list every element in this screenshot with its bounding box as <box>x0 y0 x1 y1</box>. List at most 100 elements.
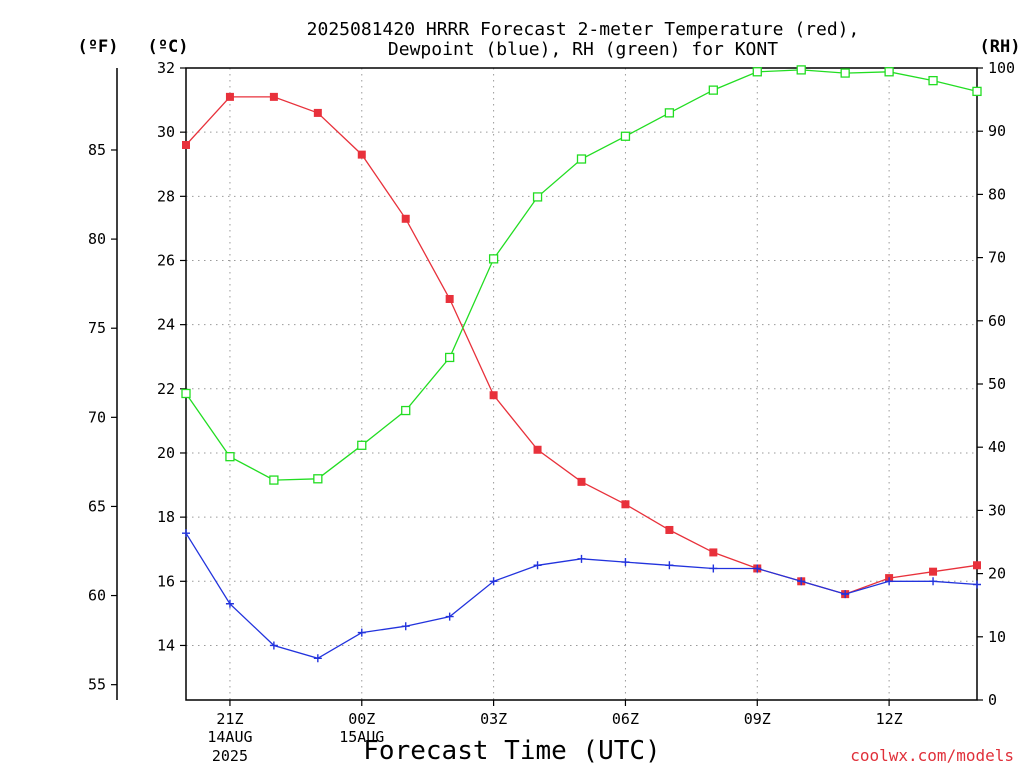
temperature-point <box>621 500 630 509</box>
temperature-point <box>929 567 938 576</box>
rh-tick-label: 10 <box>988 628 1006 646</box>
rh-point <box>488 254 499 264</box>
x-tick-label: 00Z <box>348 710 375 728</box>
temperature-point <box>401 214 410 223</box>
rh-point <box>884 67 894 77</box>
x-tick-label: 03Z <box>480 710 507 728</box>
dewpoint-point <box>533 561 542 570</box>
axes <box>111 67 983 706</box>
rh-point <box>796 65 806 75</box>
x-axis-label: Forecast Time (UTC) <box>363 736 660 766</box>
temperature-point <box>665 525 674 534</box>
celsius-tick-label: 16 <box>157 572 175 590</box>
temperature-point <box>533 445 542 454</box>
rh-point <box>357 440 367 450</box>
celsius-tick-label: 32 <box>157 59 175 77</box>
x-tick-sublabel: 15AUG <box>339 728 384 746</box>
fahrenheit-tick-label: 65 <box>88 497 106 515</box>
chart-title-line-1: 2025081420 HRRR Forecast 2-meter Tempera… <box>307 19 860 40</box>
credit-text: coolwx.com/models <box>850 746 1014 765</box>
celsius-tick-label: 24 <box>157 316 175 334</box>
rh-point <box>269 475 279 485</box>
dewpoint-point <box>973 580 981 589</box>
series-layer <box>181 65 982 663</box>
tick-labels: 14 16 18 20 22 24 26 28 30 32 55 60 65 70 75 80 85 0 10 20 3… <box>88 59 1015 765</box>
fahrenheit-tick-label: 70 <box>88 408 106 426</box>
dewpoint-point <box>621 558 630 567</box>
rh-point <box>972 86 982 97</box>
rh-tick-label: 100 <box>988 59 1015 77</box>
temperature-point <box>577 477 586 486</box>
dewpoint-line <box>185 532 978 660</box>
dewpoint-point <box>753 564 762 573</box>
rh-point <box>620 131 631 141</box>
dewpoint-point <box>489 577 498 586</box>
dewpoint-point <box>929 577 938 586</box>
celsius-tick-label: 14 <box>157 636 175 654</box>
rh-tick-label: 80 <box>988 185 1006 203</box>
temperature-point <box>269 92 278 101</box>
dewpoint-point <box>577 554 586 563</box>
x-tick-label: 21Z <box>216 710 243 728</box>
rh-tick-label: 90 <box>988 122 1006 140</box>
dewpoint-point <box>357 628 366 637</box>
series-temperature <box>182 92 981 599</box>
temperature-point <box>445 294 454 303</box>
x-tick-label: 09Z <box>744 710 771 728</box>
temperature-point <box>313 108 322 117</box>
dewpoint-point <box>182 529 190 538</box>
rh-line <box>185 69 978 481</box>
rh-point <box>664 108 675 118</box>
chart-title-line-2: Dewpoint (blue), RH (green) for KONT <box>388 39 778 60</box>
dewpoint-point <box>885 577 894 586</box>
temperature-point <box>225 92 234 101</box>
temperature-line <box>185 96 978 595</box>
rh-point <box>225 452 235 462</box>
fahrenheit-tick-label: 75 <box>88 319 106 337</box>
temperature-point <box>182 140 190 149</box>
rh-axis-unit: (RH) <box>980 37 1021 57</box>
dewpoint-point <box>841 590 850 599</box>
rh-point <box>401 405 411 416</box>
rh-point <box>576 154 587 164</box>
fahrenheit-tick-label: 85 <box>88 141 106 159</box>
rh-tick-label: 40 <box>988 438 1006 456</box>
celsius-tick-label: 28 <box>157 187 175 205</box>
x-tick-label: 06Z <box>612 710 639 728</box>
rh-tick-label: 50 <box>988 375 1006 393</box>
temperature-point <box>709 548 718 557</box>
rh-point <box>181 388 191 399</box>
rh-point <box>313 474 323 484</box>
dewpoint-point <box>445 612 454 621</box>
dewpoint-point <box>313 654 322 663</box>
series-rh <box>181 65 982 485</box>
dewpoint-point <box>269 641 278 650</box>
fahrenheit-tick-label: 80 <box>88 230 106 248</box>
celsius-tick-label: 26 <box>157 251 175 269</box>
chart-title: 2025081420 HRRR Forecast 2-meter Tempera… <box>307 19 860 60</box>
dewpoint-point <box>225 599 234 608</box>
fahrenheit-axis-unit: (ºF) <box>78 37 119 57</box>
celsius-tick-label: 30 <box>157 123 175 141</box>
series-dewpoint <box>182 529 981 663</box>
rh-tick-label: 30 <box>988 501 1006 519</box>
rh-tick-label: 70 <box>988 249 1006 267</box>
rh-point <box>928 75 938 86</box>
rh-tick-label: 60 <box>988 312 1006 330</box>
rh-point <box>752 67 762 77</box>
dewpoint-point <box>709 564 718 573</box>
rh-point <box>532 192 543 202</box>
celsius-tick-label: 22 <box>157 380 175 398</box>
temperature-point <box>357 150 366 159</box>
x-tick-sublabel: 2025 <box>212 747 248 765</box>
celsius-axis-unit: (ºC) <box>148 37 189 57</box>
rh-point <box>708 85 718 95</box>
celsius-tick-label: 18 <box>157 508 175 526</box>
x-tick-sublabel: 14AUG <box>207 728 252 746</box>
dewpoint-point <box>797 577 806 586</box>
temperature-point <box>489 391 498 400</box>
temperature-point <box>973 561 981 570</box>
x-tick-label: 12Z <box>876 710 903 728</box>
dewpoint-point <box>401 622 410 631</box>
